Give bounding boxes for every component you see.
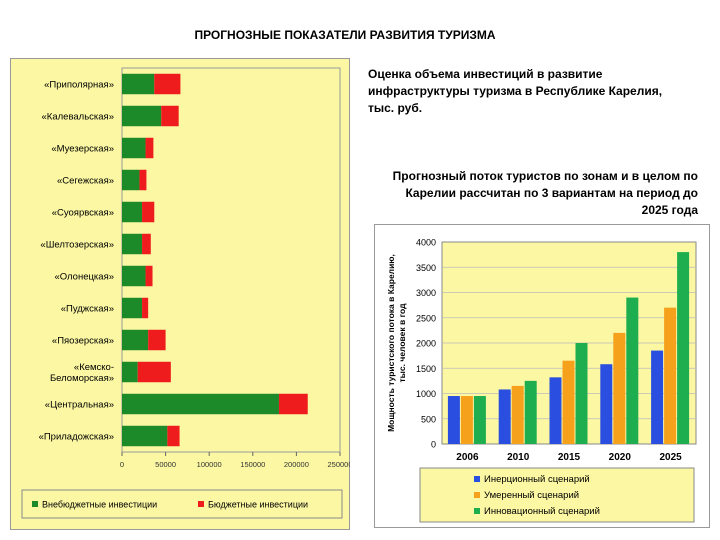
tourist-flow-chart: 0 500 1000 1500 2000 2500 3000 3500 4000 2006 2010… bbox=[374, 224, 710, 528]
category-label: «Кемско- bbox=[74, 362, 114, 373]
x-tick-label: 0 bbox=[120, 460, 124, 469]
y-tick-label: 4000 bbox=[416, 238, 436, 248]
x-category-label: 2025 bbox=[659, 452, 682, 463]
tourist-flow-bar bbox=[651, 350, 664, 444]
category-label: «Пуджская» bbox=[61, 304, 114, 315]
category-label: «Центральная» bbox=[45, 400, 114, 411]
tourist-flow-bar bbox=[447, 396, 460, 444]
y-tick-label: 500 bbox=[421, 414, 436, 424]
category-label: «Сегежская» bbox=[57, 176, 114, 187]
y-tick-label: 2000 bbox=[416, 339, 436, 349]
legend-swatch bbox=[198, 501, 204, 507]
legend-label: Бюджетные инвестиции bbox=[208, 500, 308, 510]
category-label: Беломорская» bbox=[50, 373, 114, 384]
tourist-flow-bar bbox=[626, 297, 639, 444]
investment-bar bbox=[122, 233, 143, 255]
investment-bar bbox=[142, 297, 149, 319]
investment-bar bbox=[122, 265, 146, 287]
x-tick-label: 250000 bbox=[327, 460, 350, 469]
tourist-flow-bar bbox=[562, 360, 575, 444]
y-axis-label-line: тыс. человек в год bbox=[397, 303, 407, 383]
x-category-label: 2015 bbox=[558, 452, 581, 463]
y-tick-label: 1000 bbox=[416, 389, 436, 399]
tourist-flow-bar bbox=[664, 307, 677, 444]
tourist-flow-bar bbox=[600, 364, 613, 444]
tourist-flow-description: Прогнозный поток туристов по зонам и в ц… bbox=[392, 169, 698, 217]
investment-plot-area bbox=[121, 67, 341, 453]
y-tick-label: 2500 bbox=[416, 313, 436, 323]
investment-description: Оценка объема инвестиций в развитие инфр… bbox=[368, 67, 663, 115]
investment-bar bbox=[122, 425, 168, 447]
tourist-flow-bar bbox=[498, 389, 511, 444]
investment-bar bbox=[278, 393, 308, 415]
legend-label: Умеренный сценарий bbox=[484, 490, 579, 501]
legend-swatch bbox=[32, 501, 38, 507]
investment-bar bbox=[122, 201, 143, 223]
tourist-flow-legend bbox=[419, 467, 695, 523]
category-label: «Приполярная» bbox=[44, 80, 114, 91]
y-tick-label: 3500 bbox=[416, 263, 436, 273]
slide-title: ПРОГНОЗНЫЕ ПОКАЗАТЕЛИ РАЗВИТИЯ ТУРИЗМА bbox=[194, 28, 496, 42]
legend-swatch bbox=[474, 508, 480, 514]
y-tick-label: 1500 bbox=[416, 364, 436, 374]
investment-bar bbox=[167, 425, 180, 447]
investment-bar bbox=[122, 105, 162, 127]
investment-bar bbox=[122, 329, 149, 351]
legend-label: Внебюджетные инвестиции bbox=[42, 500, 157, 510]
legend-label: Инерционный сценарий bbox=[484, 474, 590, 485]
investment-legend bbox=[21, 489, 343, 519]
y-tick-label: 3000 bbox=[416, 288, 436, 298]
investment-bar bbox=[122, 393, 279, 415]
tourist-flow-bar bbox=[473, 396, 486, 444]
legend-swatch bbox=[474, 476, 480, 482]
tourist-flow-bar bbox=[575, 343, 588, 444]
investment-bar bbox=[145, 265, 153, 287]
tourist-flow-bar bbox=[613, 332, 626, 444]
investment-bar bbox=[122, 137, 146, 159]
investment-bar bbox=[154, 73, 181, 95]
investment-bar bbox=[142, 233, 151, 255]
investment-bar bbox=[122, 169, 140, 191]
x-tick-label: 50000 bbox=[155, 460, 176, 469]
investment-bar bbox=[122, 361, 138, 383]
x-tick-label: 150000 bbox=[240, 460, 265, 469]
x-category-label: 2006 bbox=[456, 452, 479, 463]
x-category-label: 2020 bbox=[609, 452, 632, 463]
category-label: «Шелтозерская» bbox=[40, 240, 114, 251]
tourist-flow-bar bbox=[524, 380, 537, 444]
legend-swatch bbox=[474, 492, 480, 498]
tourist-flow-bar bbox=[677, 252, 690, 444]
investment-bar bbox=[122, 297, 143, 319]
category-label: «Пяозерская» bbox=[52, 336, 114, 347]
investment-bar bbox=[161, 105, 179, 127]
tourist-flow-bar bbox=[549, 377, 562, 444]
investment-bar bbox=[137, 361, 171, 383]
investment-bar bbox=[145, 137, 154, 159]
investment-bar bbox=[142, 201, 155, 223]
investment-chart: «Приполярная» «Калевальская» «Муезерская» «… bbox=[10, 58, 350, 530]
category-label: «Приладожская» bbox=[39, 432, 114, 443]
investment-bar bbox=[148, 329, 166, 351]
x-category-label: 2010 bbox=[507, 452, 530, 463]
x-tick-label: 100000 bbox=[197, 460, 222, 469]
y-axis-label: Мощность туристского потока в Карелию, ты… bbox=[386, 254, 407, 432]
tourist-flow-bar bbox=[460, 396, 473, 444]
tourist-flow-bar bbox=[511, 385, 524, 444]
y-tick-label: 0 bbox=[431, 440, 436, 450]
x-tick-label: 200000 bbox=[284, 460, 309, 469]
investment-bar bbox=[122, 73, 155, 95]
category-label: «Олонецкая» bbox=[54, 272, 114, 283]
legend-label: Инновационный сценарий bbox=[484, 506, 600, 517]
category-label: «Калевальская» bbox=[42, 112, 114, 123]
category-label: «Суоярвская» bbox=[52, 208, 114, 219]
y-axis-label-line: Мощность туристского потока в Карелию, bbox=[386, 254, 396, 432]
investment-bar bbox=[139, 169, 147, 191]
category-label: «Муезерская» bbox=[51, 144, 114, 155]
